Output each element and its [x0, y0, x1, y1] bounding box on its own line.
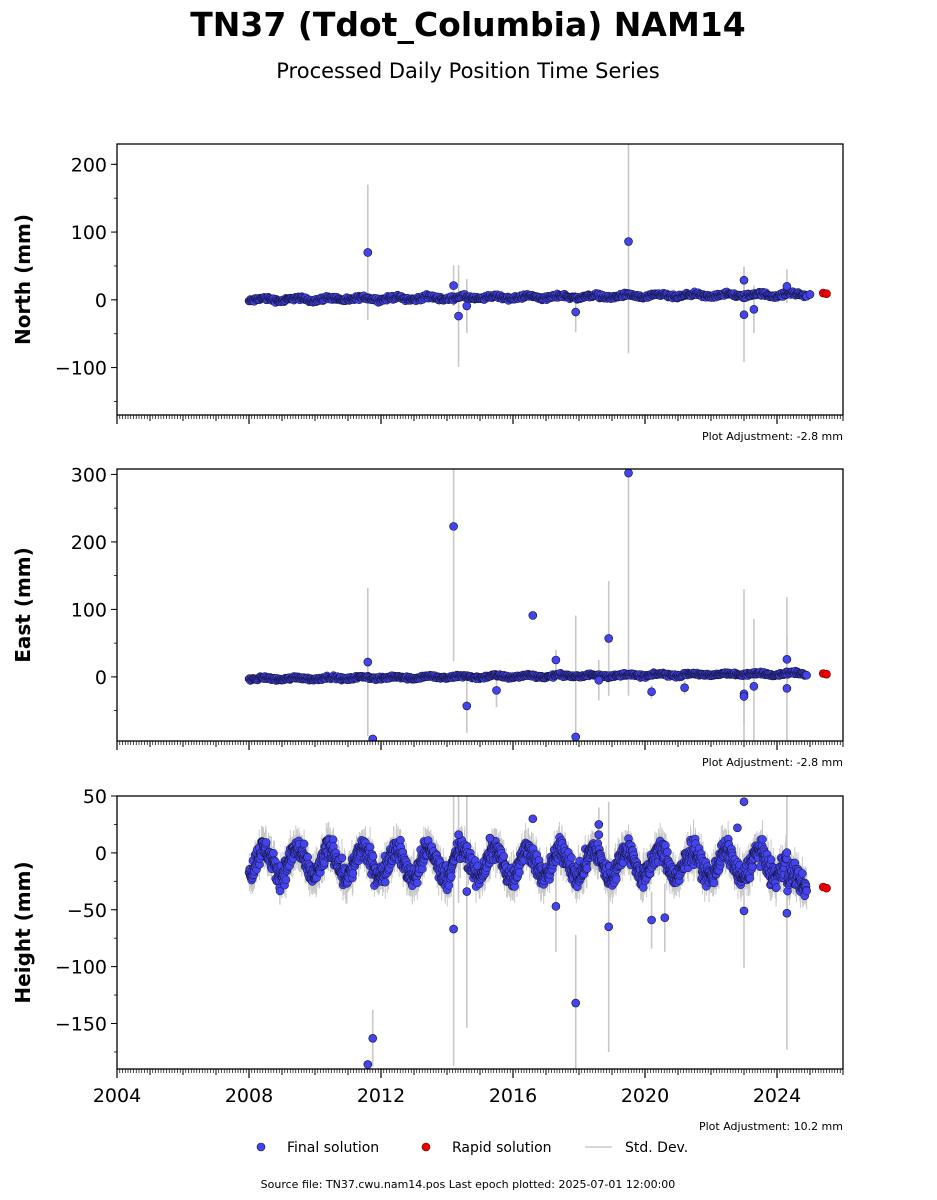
- east-final-outlier-point: [680, 683, 689, 692]
- north-final-outlier-point: [749, 305, 759, 314]
- north-y-axis-label: North (mm): [11, 214, 35, 345]
- east-final-outlier-point: [363, 657, 373, 667]
- figure-title: TN37 (Tdot_Columbia) NAM14: [190, 5, 745, 44]
- east-final-outlier-point: [594, 675, 604, 685]
- east-panel: 300 200 100 0 East (mm): [11, 464, 844, 750]
- east-final-outlier-point: [492, 686, 501, 695]
- east-y-tick-label: 0: [95, 667, 107, 689]
- north-y-tick-label: −100: [55, 358, 107, 380]
- north-final-outlier-point: [739, 275, 749, 285]
- east-final-outlier-point: [551, 655, 561, 665]
- east-y-tick-label: 200: [71, 532, 107, 554]
- east-rapid-points: [818, 669, 831, 679]
- east-final-outlier-point: [647, 687, 656, 697]
- height-plot-area: [244, 796, 831, 1069]
- north-panel: 200 100 0 −100 North (mm): [11, 143, 844, 424]
- north-final-outlier-point: [571, 307, 581, 317]
- north-rapid-points: [818, 288, 831, 299]
- east-final-outlier-point: [571, 732, 580, 741]
- north-final-outlier-point: [449, 281, 458, 290]
- east-final-outlier-point: [739, 692, 749, 701]
- east-final-outlier-point: [462, 701, 472, 711]
- north-y-tick-label: 100: [71, 222, 107, 244]
- east-plot-area: [244, 469, 831, 741]
- north-final-outlier-point: [462, 301, 472, 311]
- east-final-outlier-point: [782, 655, 792, 664]
- north-final-outlier-point: [624, 237, 633, 246]
- north-y-tick-label: 200: [71, 154, 107, 176]
- north-y-tick-label: 0: [95, 290, 107, 312]
- north-final-outlier-point: [739, 310, 749, 320]
- north-final-outlier-point: [363, 248, 373, 257]
- east-rapid-point: [822, 669, 831, 679]
- north-rapid-point: [822, 289, 831, 299]
- east-y-axis-label: East (mm): [11, 547, 35, 663]
- east-final-outlier-point: [749, 682, 759, 691]
- north-final-outlier-point: [805, 290, 815, 299]
- east-final-points: [244, 469, 811, 741]
- east-final-outlier-point: [624, 469, 633, 478]
- east-final-outlier-point: [604, 634, 614, 643]
- east-final-outlier-point: [782, 684, 792, 693]
- east-final-point: [802, 671, 811, 680]
- east-y-tick-label: 300: [71, 464, 107, 486]
- east-final-outlier-point: [528, 611, 538, 620]
- east-y-tick-label: 100: [71, 599, 107, 621]
- north-final-outlier-point: [782, 281, 792, 291]
- north-final-points: [244, 237, 815, 321]
- north-final-outlier-point: [454, 311, 463, 321]
- figure-subtitle: Processed Daily Position Time Series: [276, 59, 660, 83]
- east-final-outlier-point: [368, 734, 378, 741]
- north-plot-area: [244, 144, 831, 367]
- east-final-outlier-point: [449, 522, 458, 531]
